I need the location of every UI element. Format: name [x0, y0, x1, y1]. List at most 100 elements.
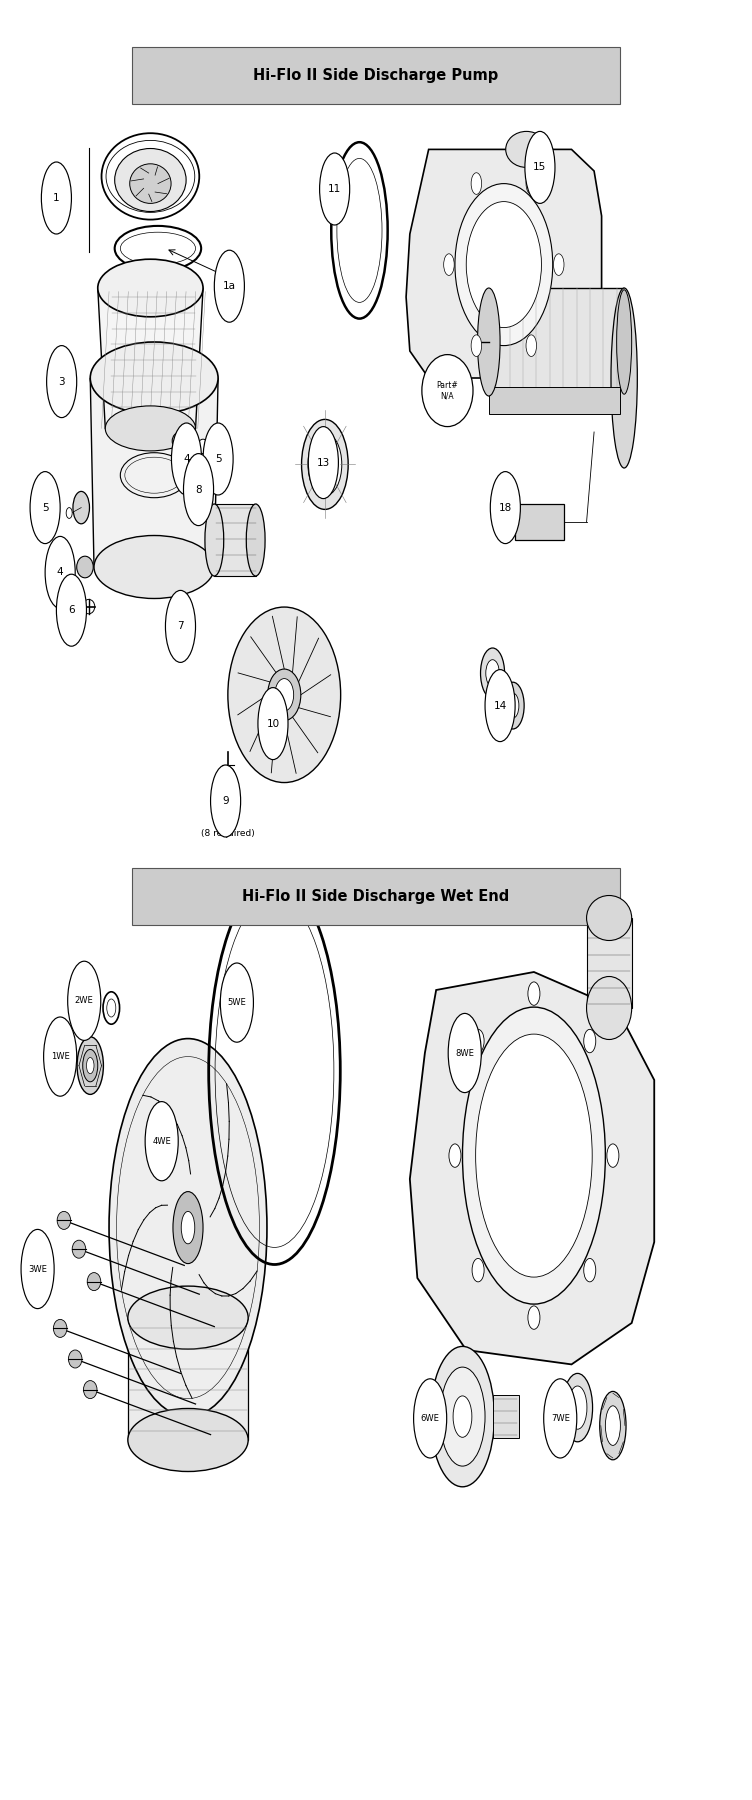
Ellipse shape: [302, 419, 348, 509]
Ellipse shape: [587, 976, 632, 1040]
Ellipse shape: [453, 1397, 472, 1436]
Circle shape: [44, 1017, 77, 1096]
Ellipse shape: [114, 149, 186, 212]
Ellipse shape: [600, 1391, 626, 1460]
Ellipse shape: [478, 288, 500, 396]
Circle shape: [68, 961, 101, 1040]
Circle shape: [45, 536, 75, 608]
Ellipse shape: [507, 693, 519, 718]
Ellipse shape: [105, 407, 196, 452]
Circle shape: [47, 346, 77, 418]
Text: 6: 6: [68, 605, 74, 616]
Circle shape: [171, 423, 202, 495]
Ellipse shape: [275, 679, 293, 711]
Polygon shape: [489, 288, 624, 396]
Ellipse shape: [109, 1039, 267, 1417]
Ellipse shape: [77, 556, 93, 578]
Ellipse shape: [466, 202, 541, 328]
Circle shape: [220, 963, 253, 1042]
Text: 1: 1: [53, 193, 59, 203]
Circle shape: [56, 574, 86, 646]
Circle shape: [21, 1229, 54, 1309]
Ellipse shape: [198, 439, 209, 454]
Text: 11: 11: [328, 184, 341, 194]
Ellipse shape: [83, 599, 95, 614]
Circle shape: [308, 427, 338, 499]
Ellipse shape: [72, 1240, 86, 1258]
Ellipse shape: [66, 508, 72, 518]
Text: 1a: 1a: [223, 281, 236, 292]
Circle shape: [525, 131, 555, 203]
Polygon shape: [90, 378, 218, 567]
Text: 8WE: 8WE: [455, 1048, 475, 1058]
Ellipse shape: [53, 1319, 67, 1337]
Ellipse shape: [68, 626, 80, 641]
Text: 5WE: 5WE: [228, 997, 246, 1008]
Ellipse shape: [502, 682, 524, 729]
Ellipse shape: [471, 173, 482, 194]
Ellipse shape: [528, 983, 540, 1006]
Ellipse shape: [472, 1030, 484, 1053]
Polygon shape: [410, 972, 654, 1364]
Circle shape: [490, 472, 520, 544]
Text: 14: 14: [493, 700, 507, 711]
Circle shape: [544, 1379, 577, 1458]
Ellipse shape: [83, 1049, 98, 1082]
Ellipse shape: [455, 184, 553, 346]
Ellipse shape: [569, 1386, 587, 1429]
Circle shape: [183, 454, 214, 526]
Ellipse shape: [607, 1145, 619, 1168]
Ellipse shape: [472, 1258, 484, 1282]
Ellipse shape: [73, 491, 89, 524]
Text: Part#
N/A: Part# N/A: [437, 382, 458, 400]
Ellipse shape: [247, 504, 265, 576]
Circle shape: [165, 590, 196, 662]
Circle shape: [145, 1102, 178, 1181]
Text: 2WE: 2WE: [75, 997, 93, 1004]
Circle shape: [214, 250, 244, 322]
Text: 7WE: 7WE: [550, 1415, 570, 1422]
Text: (8 required): (8 required): [201, 828, 255, 839]
Ellipse shape: [617, 290, 632, 394]
Text: 18: 18: [499, 502, 512, 513]
Ellipse shape: [462, 1008, 605, 1303]
Ellipse shape: [481, 648, 505, 698]
Text: 8: 8: [196, 484, 202, 495]
Text: 7: 7: [177, 621, 183, 632]
Text: Hi-Flo II Side Discharge Wet End: Hi-Flo II Side Discharge Wet End: [242, 889, 510, 904]
Bar: [489, 387, 620, 414]
Circle shape: [448, 1013, 481, 1093]
Ellipse shape: [422, 355, 473, 427]
Polygon shape: [406, 149, 602, 378]
Ellipse shape: [528, 1307, 540, 1328]
Text: 4: 4: [183, 454, 190, 464]
Ellipse shape: [587, 896, 632, 940]
Ellipse shape: [308, 434, 341, 497]
Circle shape: [320, 153, 350, 225]
Ellipse shape: [129, 164, 171, 203]
Circle shape: [258, 688, 288, 760]
Ellipse shape: [611, 288, 637, 468]
Ellipse shape: [430, 1346, 495, 1487]
Ellipse shape: [128, 1408, 248, 1472]
Text: 1WE: 1WE: [51, 1051, 69, 1062]
Ellipse shape: [86, 1058, 94, 1073]
Ellipse shape: [268, 670, 301, 720]
Circle shape: [211, 765, 241, 837]
Ellipse shape: [128, 1285, 248, 1350]
Ellipse shape: [68, 1350, 82, 1368]
Polygon shape: [128, 1318, 248, 1440]
Ellipse shape: [87, 1273, 101, 1291]
Ellipse shape: [94, 536, 214, 598]
Ellipse shape: [90, 342, 218, 414]
Text: 3WE: 3WE: [28, 1264, 47, 1274]
Circle shape: [30, 472, 60, 544]
Ellipse shape: [317, 452, 332, 479]
Text: 6WE: 6WE: [420, 1415, 440, 1422]
Bar: [587, 918, 632, 1008]
Ellipse shape: [562, 1373, 593, 1442]
Ellipse shape: [83, 1381, 97, 1399]
Ellipse shape: [220, 767, 235, 788]
Ellipse shape: [526, 173, 537, 194]
Bar: [214, 504, 256, 576]
